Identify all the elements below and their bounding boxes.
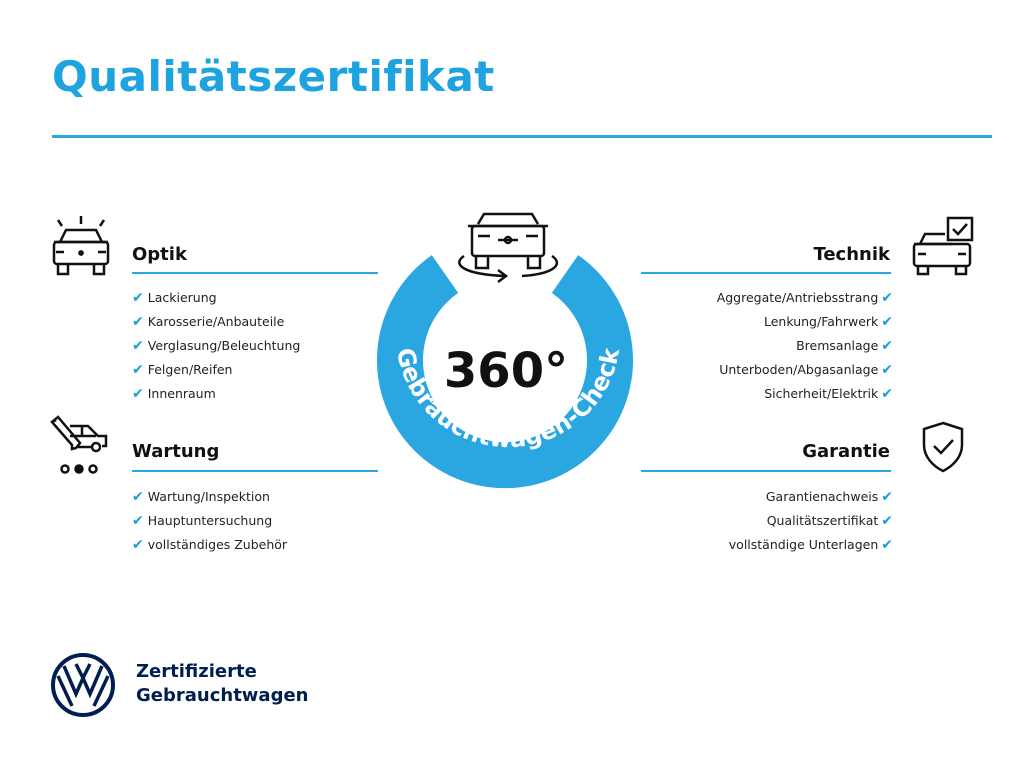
list-item: ✔ Innenraum — [132, 386, 216, 402]
check-icon: ✔ — [132, 386, 144, 402]
check-icon: ✔ — [132, 314, 144, 330]
service-tool-car-icon — [50, 415, 108, 474]
technik-list: Aggregate/Antriebsstrang ✔ Lenkung/Fahrwe… — [717, 286, 893, 406]
check-icon: ✔ — [132, 290, 144, 306]
list-item: Aggregate/Antriebsstrang ✔ — [716, 290, 893, 306]
check-icon: ✔ — [132, 489, 144, 505]
section-title-garantie: Garantie — [802, 441, 890, 462]
list-item: ✔ Hauptuntersuchung — [132, 513, 273, 529]
degrees-label: 360° — [444, 343, 568, 399]
section-divider-garantie — [641, 470, 891, 472]
list-item: Lenkung/Fahrwerk ✔ — [764, 314, 893, 330]
check-icon: ✔ — [132, 537, 144, 553]
section-title-wartung: Wartung — [132, 441, 220, 462]
section-title-optik: Optik — [132, 244, 187, 265]
page-title: Qualitätszertifikat — [52, 52, 495, 101]
list-item: Unterboden/Abgasanlage ✔ — [719, 362, 893, 378]
section-title-technik: Technik — [813, 244, 890, 265]
check-icon: ✔ — [881, 362, 893, 378]
check-icon: ✔ — [881, 489, 893, 505]
wartung-list: ✔ Wartung/Inspektion ✔ Hauptuntersuchung ✔… — [132, 485, 287, 557]
check-icon: ✔ — [881, 537, 893, 553]
check-icon: ✔ — [132, 338, 144, 354]
car-checklist-icon — [912, 216, 974, 276]
list-item: ✔ Felgen/Reifen — [132, 362, 233, 378]
list-item: ✔ Wartung/Inspektion — [132, 489, 270, 505]
list-item: ✔ Karosserie/Anbauteile — [132, 314, 285, 330]
shield-check-icon — [922, 421, 964, 473]
check-icon: ✔ — [881, 290, 893, 306]
check-icon: ✔ — [881, 338, 893, 354]
vw-logo — [51, 653, 115, 717]
car-lights-icon — [52, 216, 110, 276]
list-item: Sicherheit/Elektrik ✔ — [764, 386, 893, 402]
section-divider-optik — [132, 272, 378, 274]
logo-text: Zertifizierte Gebrauchtwagen — [136, 661, 309, 706]
list-item: ✔ Verglasung/Beleuchtung — [132, 338, 301, 354]
title-divider — [52, 135, 992, 138]
check-icon: ✔ — [881, 513, 893, 529]
optik-list: ✔ Lackierung ✔ Karosserie/Anbauteile ✔ Verg… — [132, 286, 300, 406]
ring-arc — [377, 255, 633, 489]
list-item: ✔ vollständiges Zubehör — [132, 537, 288, 553]
section-divider-wartung — [132, 470, 378, 472]
car-rotate-icon — [458, 212, 559, 283]
garantie-list: Garantienachweis ✔ Qualitätszertifikat ✔ v… — [729, 485, 893, 557]
check-icon: ✔ — [132, 513, 144, 529]
list-item: Garantienachweis ✔ — [765, 489, 893, 505]
list-item: Bremsanlage ✔ — [796, 338, 893, 354]
check-360-badge: Gebrauchtwagen-Check 360° — [377, 212, 633, 489]
check-icon: ✔ — [881, 314, 893, 330]
list-item: vollständige Unterlagen ✔ — [728, 537, 893, 553]
section-divider-technik — [641, 272, 891, 274]
check-icon: ✔ — [881, 386, 893, 402]
list-item: ✔ Lackierung — [132, 290, 217, 306]
list-item: Qualitätszertifikat ✔ — [766, 513, 893, 529]
check-icon: ✔ — [132, 362, 144, 378]
